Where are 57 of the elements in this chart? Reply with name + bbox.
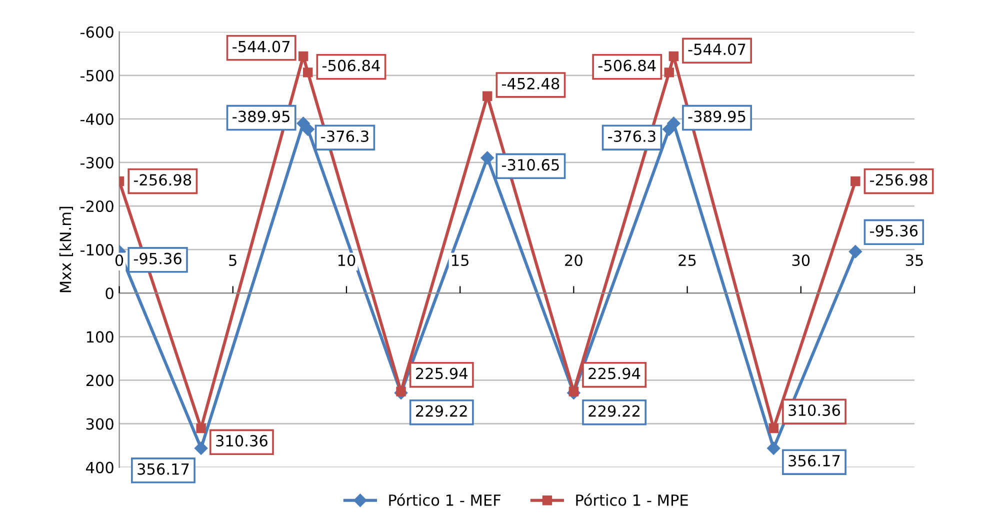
- data-label: -376.3: [321, 130, 368, 142]
- data-label: -256.98: [870, 174, 928, 186]
- data-label: 310.36: [788, 404, 840, 416]
- data-label: 356.17: [788, 454, 840, 467]
- data-label: -256.98: [134, 174, 192, 186]
- point: [848, 245, 862, 258]
- x-tick-label: 30: [792, 254, 810, 266]
- y-tick-label: -500: [80, 70, 114, 82]
- x-tick-label: 5: [229, 254, 236, 266]
- x-tick-label: 10: [338, 254, 356, 266]
- y-tick-label: -100: [80, 244, 114, 256]
- data-label: -389.95: [688, 110, 746, 122]
- point: [664, 68, 674, 78]
- point: [850, 176, 860, 186]
- y-tick-label: 100: [86, 331, 114, 343]
- data-label: 229.22: [416, 405, 467, 417]
- y-tick-label: -400: [80, 113, 114, 125]
- point: [480, 151, 494, 164]
- data-label: -544.07: [232, 40, 290, 52]
- x-tick-label: 25: [678, 254, 696, 266]
- data-label: -506.84: [598, 60, 656, 72]
- point: [298, 51, 308, 62]
- data-label: -310.65: [502, 159, 559, 171]
- y-tick-label: -300: [80, 156, 114, 169]
- data-label: -544.07: [688, 44, 746, 56]
- y-tick-label: -600: [80, 26, 114, 38]
- y-tick-label: 0: [106, 288, 114, 300]
- data-label: 229.22: [588, 405, 640, 417]
- data-label: -452.48: [502, 78, 560, 90]
- point: [301, 122, 314, 136]
- y-axis-title: Mxx [kN.m]: [59, 206, 74, 292]
- point: [767, 442, 780, 455]
- data-label: 225.94: [416, 368, 468, 380]
- x-tick-label: 0: [115, 254, 124, 266]
- data-label: -389.95: [232, 110, 290, 122]
- data-label: 225.94: [588, 368, 640, 380]
- legend-label: Pórtico 1 - MPE: [576, 493, 688, 506]
- point: [482, 91, 492, 101]
- x-tick-label: 15: [452, 254, 468, 266]
- y-tick-label: -200: [80, 200, 114, 212]
- legend-label: Pórtico 1 - MEF: [389, 493, 501, 506]
- x-tick-label: 35: [906, 254, 923, 266]
- y-tick-label: 400: [86, 462, 114, 474]
- point: [668, 51, 679, 62]
- point: [194, 442, 208, 455]
- data-label: -506.84: [322, 60, 380, 72]
- y-tick-label: 300: [86, 418, 114, 430]
- x-tick-label: 20: [565, 254, 582, 266]
- data-label: 356.17: [138, 463, 189, 475]
- point: [196, 423, 206, 434]
- y-tick-label: 200: [86, 374, 114, 386]
- data-label: -95.36: [870, 225, 918, 237]
- point: [768, 423, 778, 434]
- data-label: -376.3: [608, 130, 656, 142]
- data-label: -95.36: [134, 252, 182, 264]
- point: [302, 68, 313, 78]
- data-label: 310.36: [216, 435, 268, 447]
